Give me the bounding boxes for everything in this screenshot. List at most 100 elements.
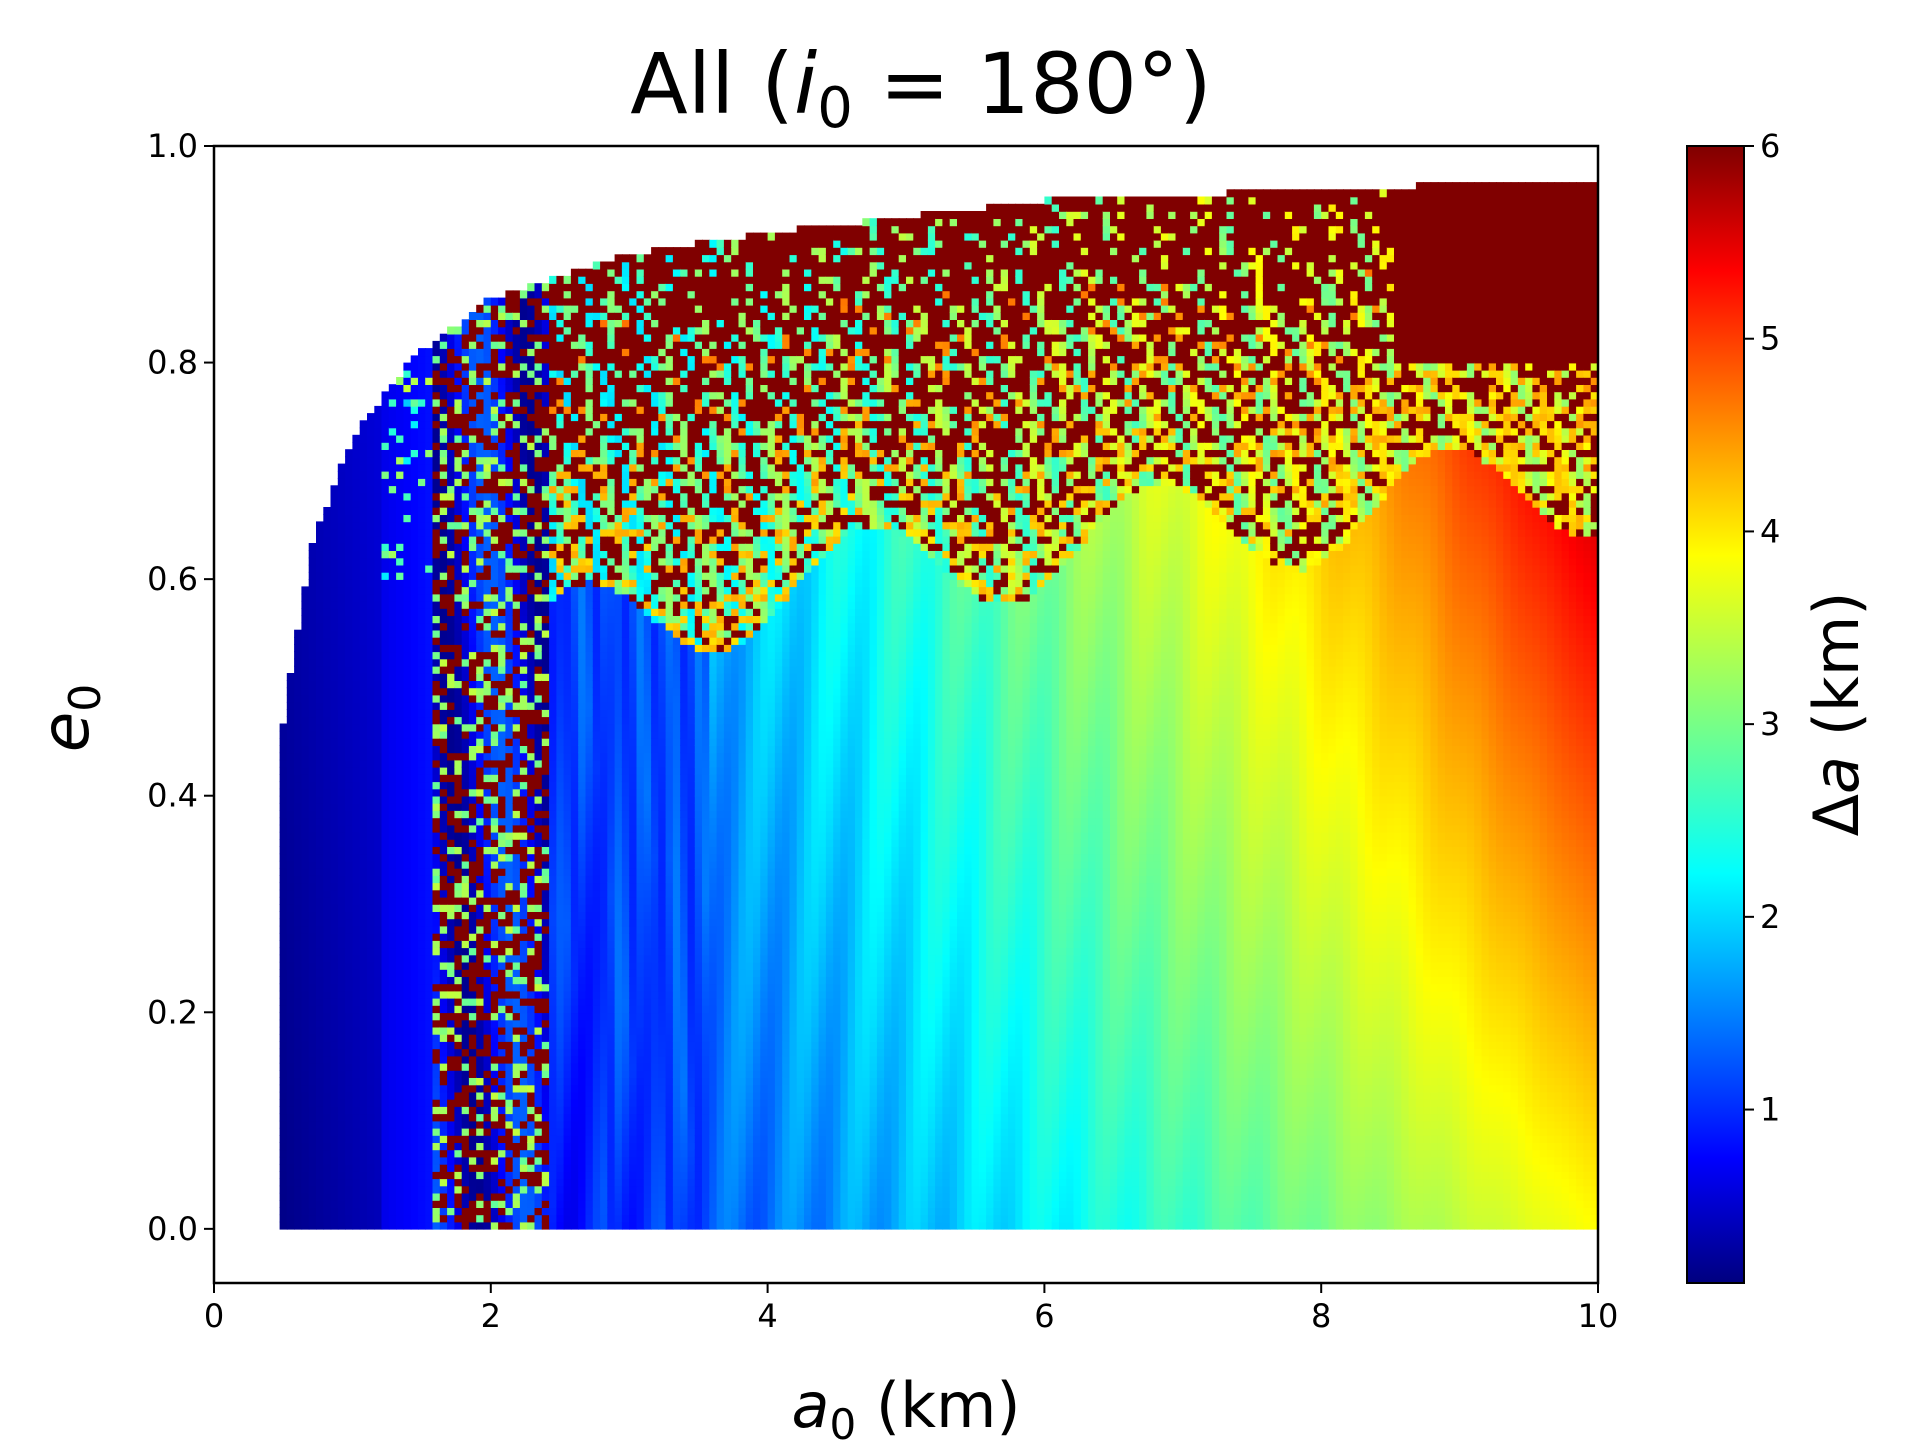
- heatmap-cell: [316, 925, 325, 934]
- heatmap-cell: [556, 1149, 565, 1158]
- heatmap-cell: [483, 651, 492, 660]
- heatmap-cell: [519, 1091, 528, 1100]
- heatmap-cell: [570, 434, 579, 443]
- heatmap-cell: [345, 564, 354, 573]
- heatmap-cell: [316, 687, 325, 696]
- heatmap-cell: [483, 485, 492, 494]
- heatmap-cell: [483, 810, 492, 819]
- heatmap-cell: [447, 1163, 456, 1172]
- heatmap-cell: [549, 442, 558, 450]
- heatmap-cell: [585, 1091, 594, 1100]
- heatmap-cell: [374, 1062, 383, 1071]
- heatmap-cell: [563, 1055, 572, 1064]
- heatmap-cell: [447, 997, 456, 1006]
- heatmap-cell: [301, 1005, 310, 1014]
- heatmap-cell: [512, 918, 521, 927]
- heatmap-cell: [308, 810, 317, 819]
- heatmap-cell: [461, 528, 470, 537]
- heatmap-cell: [468, 413, 477, 422]
- heatmap-cell: [461, 940, 470, 949]
- heatmap-cell: [418, 1135, 427, 1143]
- heatmap-cell: [381, 1171, 390, 1180]
- heatmap-cell: [301, 1070, 310, 1078]
- heatmap-cell: [461, 644, 470, 653]
- heatmap-cell: [527, 1135, 536, 1143]
- heatmap-cell: [330, 904, 339, 912]
- heatmap-cell: [403, 716, 412, 725]
- heatmap-cell: [279, 1149, 288, 1158]
- heatmap-cell: [549, 456, 558, 465]
- heatmap-cell: [519, 730, 528, 739]
- heatmap-cell: [432, 420, 441, 429]
- heatmap-cell: [337, 629, 346, 638]
- heatmap-cell: [345, 557, 354, 566]
- heatmap-cell: [563, 810, 572, 819]
- heatmap-cell: [549, 348, 558, 357]
- heatmap-cell: [483, 434, 492, 443]
- heatmap-cell: [330, 969, 339, 977]
- heatmap-cell: [541, 312, 550, 320]
- heatmap-cell: [578, 492, 587, 501]
- heatmap-cell: [578, 564, 587, 573]
- heatmap-cell: [294, 904, 303, 912]
- heatmap-cell: [505, 867, 514, 876]
- heatmap-cell: [352, 651, 361, 660]
- heatmap-cell: [286, 831, 295, 840]
- heatmap-cell: [279, 1192, 288, 1201]
- heatmap-cell: [505, 932, 514, 941]
- heatmap-cell: [439, 774, 448, 783]
- heatmap-cell: [396, 1221, 405, 1230]
- heatmap-cell: [308, 1098, 317, 1107]
- heatmap-cell: [359, 1048, 368, 1057]
- heatmap-cell: [388, 427, 397, 436]
- heatmap-cell: [418, 369, 427, 378]
- heatmap-cell: [301, 1171, 310, 1180]
- heatmap-cell: [468, 947, 477, 956]
- heatmap-cell: [410, 1019, 419, 1028]
- heatmap-cell: [388, 730, 397, 739]
- heatmap-cell: [396, 1113, 405, 1122]
- heatmap-cell: [512, 932, 521, 941]
- heatmap-cell: [447, 1091, 456, 1100]
- heatmap-cell: [388, 904, 397, 912]
- heatmap-cell: [454, 1070, 463, 1078]
- heatmap-cell: [461, 1019, 470, 1028]
- heatmap-cell: [432, 853, 441, 862]
- heatmap-cell: [447, 528, 456, 537]
- heatmap-cell: [483, 940, 492, 949]
- heatmap-cell: [512, 622, 521, 631]
- heatmap-cell: [418, 1171, 427, 1180]
- heatmap-cell: [541, 586, 550, 595]
- heatmap-cell: [323, 651, 332, 660]
- heatmap-cell: [432, 824, 441, 833]
- heatmap-cell: [323, 1005, 332, 1014]
- heatmap-cell: [374, 1149, 383, 1158]
- heatmap-cell: [439, 839, 448, 847]
- heatmap-cell: [519, 846, 528, 855]
- heatmap-cell: [345, 579, 354, 588]
- heatmap-cell: [563, 860, 572, 869]
- heatmap-cell: [512, 1221, 521, 1230]
- heatmap-cell: [286, 961, 295, 970]
- heatmap-cell: [578, 824, 587, 833]
- heatmap-cell: [316, 571, 325, 580]
- heatmap-cell: [439, 709, 448, 718]
- heatmap-cell: [541, 405, 550, 414]
- heatmap-cell: [541, 1142, 550, 1151]
- heatmap-cell: [418, 738, 427, 746]
- heatmap-cell: [381, 405, 390, 414]
- heatmap-cell: [352, 817, 361, 826]
- heatmap-cell: [461, 1192, 470, 1201]
- heatmap-cell: [425, 1149, 434, 1158]
- heatmap-cell: [381, 716, 390, 725]
- heatmap-cell: [352, 608, 361, 616]
- heatmap-cell: [352, 766, 361, 775]
- heatmap-cell: [432, 997, 441, 1006]
- heatmap-cell: [418, 947, 427, 956]
- heatmap-cell: [439, 1207, 448, 1216]
- heatmap-cell: [541, 283, 550, 292]
- heatmap-cell: [410, 1048, 419, 1057]
- heatmap-cell: [570, 918, 579, 927]
- heatmap-cell: [418, 391, 427, 400]
- heatmap-cell: [447, 456, 456, 465]
